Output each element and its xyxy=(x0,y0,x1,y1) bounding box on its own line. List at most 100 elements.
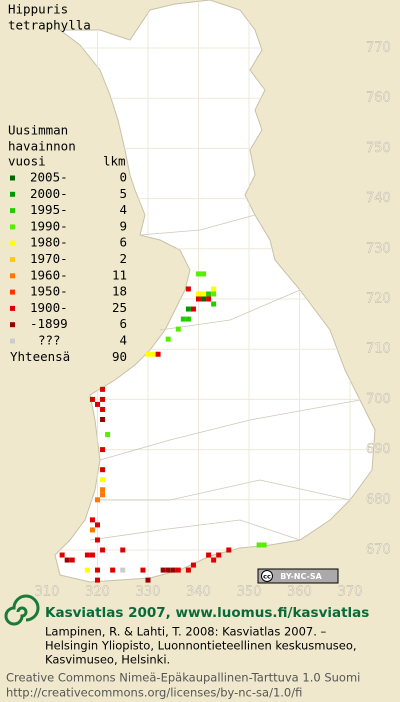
record-square xyxy=(100,547,106,553)
y-label: 760 xyxy=(366,91,391,106)
cc-badge: cc BY-NC-SA xyxy=(257,568,339,584)
legend-label: ??? xyxy=(38,333,61,348)
record-square xyxy=(120,547,126,553)
record-square xyxy=(165,567,171,573)
record-square xyxy=(175,326,181,332)
legend: 2005- 0 2000- 5 1995- 4 1990- 9 1980- 6 1970- 2 1960… xyxy=(10,170,127,364)
record-square xyxy=(140,567,146,573)
legend-swatch xyxy=(10,224,15,230)
legend-total: 90 xyxy=(112,349,127,364)
y-label: 750 xyxy=(366,141,391,156)
y-label: 700 xyxy=(366,392,391,407)
legend-label: 1980- xyxy=(30,235,68,250)
legend-label: 1970- xyxy=(30,251,68,266)
record-square xyxy=(145,577,151,583)
x-label: 360 xyxy=(287,585,312,600)
citation-line: Kasvimuseo, Helsinki. xyxy=(45,653,170,667)
record-square xyxy=(211,286,217,292)
record-square xyxy=(64,557,70,563)
record-square xyxy=(160,567,166,573)
record-square xyxy=(100,467,106,473)
legend-col-year: vuosi xyxy=(8,154,46,169)
legend-label: 1900- xyxy=(30,300,68,315)
record-square xyxy=(165,336,171,342)
y-label: 730 xyxy=(366,241,391,256)
x-label: 350 xyxy=(237,585,262,600)
record-square xyxy=(185,306,191,312)
record-square xyxy=(95,522,100,528)
record-square xyxy=(226,547,232,553)
legend-swatch xyxy=(10,191,15,197)
legend-heading: havainnon xyxy=(8,139,76,154)
y-label: 670 xyxy=(366,543,391,558)
x-label: 370 xyxy=(338,585,363,600)
record-square xyxy=(190,306,196,312)
legend-label: 1950- xyxy=(30,284,68,299)
record-square xyxy=(100,447,106,453)
record-square xyxy=(89,396,95,402)
record-square xyxy=(100,386,106,392)
record-square xyxy=(84,567,90,573)
legend-swatch xyxy=(10,273,15,279)
record-square xyxy=(100,406,106,412)
record-square xyxy=(185,286,191,292)
record-square xyxy=(261,542,267,548)
record-square xyxy=(95,577,100,583)
record-square xyxy=(185,316,191,322)
legend-count: 25 xyxy=(112,300,127,315)
legend-count: 6 xyxy=(119,235,127,250)
record-square xyxy=(206,291,212,297)
legend-count: 11 xyxy=(112,267,127,282)
records xyxy=(59,271,267,583)
record-square xyxy=(100,477,106,483)
legend-swatch xyxy=(10,208,15,214)
record-square xyxy=(95,497,100,503)
record-square xyxy=(216,552,222,558)
legend-swatch xyxy=(10,240,15,246)
license-line: Creative Commons Nimeä-Epäkaupallinen-Ta… xyxy=(6,671,360,685)
record-square xyxy=(145,351,151,357)
record-square xyxy=(89,517,95,523)
legend-label: 2005- xyxy=(30,170,68,185)
record-square xyxy=(175,567,181,573)
record-square xyxy=(211,291,217,297)
record-square xyxy=(170,567,176,573)
record-square xyxy=(196,291,201,297)
legend-swatch xyxy=(10,322,15,328)
legend-swatch xyxy=(10,305,15,311)
y-label: 770 xyxy=(366,41,391,56)
legend-swatch xyxy=(10,175,15,181)
legend-count: 6 xyxy=(119,316,127,331)
record-square xyxy=(110,567,116,573)
record-square xyxy=(100,416,106,422)
legend-count: 4 xyxy=(119,202,127,217)
record-square xyxy=(100,396,106,402)
legend-label: 1960- xyxy=(30,267,68,282)
record-square xyxy=(206,552,212,558)
legend-count: 18 xyxy=(112,284,127,299)
x-label: 340 xyxy=(186,585,211,600)
record-square xyxy=(100,492,106,498)
record-square xyxy=(201,291,207,297)
record-square xyxy=(201,271,207,277)
record-square xyxy=(211,557,217,563)
record-square xyxy=(120,567,126,573)
svg-text:cc: cc xyxy=(263,573,271,581)
record-square xyxy=(196,271,201,277)
title-line: tetraphylla xyxy=(8,18,91,33)
legend-label: 1990- xyxy=(30,218,68,233)
legend-swatch xyxy=(10,289,15,295)
legend-swatch xyxy=(10,257,15,262)
site-title: Kasviatlas 2007, www.luomus.fi/kasviatla… xyxy=(45,605,369,621)
legend-col-count: lkm xyxy=(103,154,126,169)
record-square xyxy=(59,552,65,558)
y-label: 710 xyxy=(366,342,391,357)
legend-total-label: Yhteensä xyxy=(10,349,70,364)
record-square xyxy=(201,296,207,302)
legend-count: 0 xyxy=(119,170,127,185)
record-square xyxy=(180,316,186,322)
legend-swatch xyxy=(10,338,15,344)
y-label: 690 xyxy=(366,442,391,457)
record-square xyxy=(95,537,100,543)
